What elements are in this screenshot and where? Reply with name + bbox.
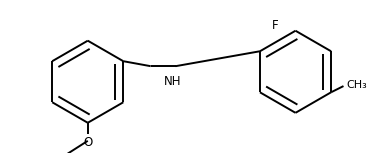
Text: NH: NH xyxy=(164,75,182,88)
Text: CH₃: CH₃ xyxy=(346,80,367,90)
Text: F: F xyxy=(271,19,278,32)
Text: O: O xyxy=(83,136,92,149)
